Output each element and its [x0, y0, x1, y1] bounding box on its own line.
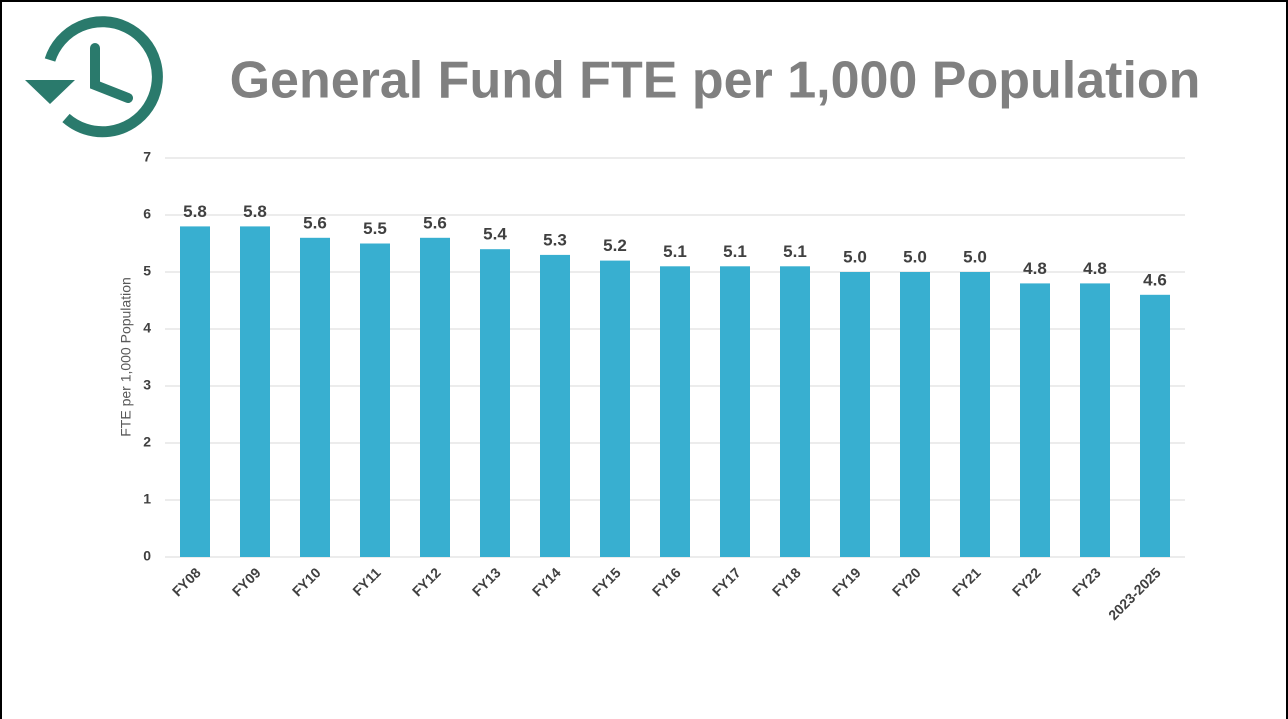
x-tick-label: FY23: [1069, 564, 1104, 599]
bar: [420, 237, 450, 558]
value-label: 5.3: [543, 230, 567, 249]
x-tick-label: FY22: [1009, 564, 1044, 599]
value-label: 5.8: [183, 202, 207, 221]
bar: [180, 226, 210, 557]
x-tick-label: FY21: [949, 564, 984, 599]
value-label: 4.6: [1143, 270, 1167, 289]
x-tick-label: FY20: [889, 564, 924, 599]
bar: [1140, 294, 1170, 557]
bar: [960, 272, 990, 557]
value-label: 5.4: [483, 225, 507, 244]
y-tick-label: 6: [143, 206, 151, 222]
x-tick-label: FY13: [469, 564, 504, 599]
value-label: 4.8: [1023, 259, 1047, 278]
x-tick-label: FY10: [289, 564, 324, 599]
x-tick-label: FY11: [349, 564, 384, 599]
value-label: 5.1: [663, 242, 687, 261]
value-label: 5.8: [243, 202, 267, 221]
value-label: 5.5: [363, 219, 387, 238]
value-label: 5.6: [303, 213, 327, 232]
bar: [660, 266, 690, 557]
x-tick-label: FY18: [769, 564, 804, 599]
y-tick-label: 0: [143, 548, 151, 564]
bar: [540, 254, 570, 557]
y-axis-label: FTE per 1,000 Population: [118, 277, 134, 437]
clock-icon: [25, 16, 163, 138]
y-tick-label: 7: [143, 149, 151, 165]
chart-title: General Fund FTE per 1,000 Population: [230, 52, 1201, 110]
x-tick-label: FY14: [529, 564, 564, 599]
value-label: 5.0: [903, 247, 927, 266]
value-label: 5.0: [843, 247, 867, 266]
x-tick-label: FY08: [169, 564, 204, 599]
bar: [300, 237, 330, 558]
value-label: 5.1: [723, 242, 747, 261]
value-label: 5.1: [783, 242, 807, 261]
x-tick-label: FY15: [589, 564, 624, 599]
value-label: 4.8: [1083, 259, 1107, 278]
bar: [1020, 283, 1050, 557]
x-tick-label: FY19: [829, 564, 864, 599]
bar: [360, 243, 390, 557]
bar: [780, 266, 810, 557]
y-tick-label: 3: [143, 377, 151, 393]
bar: [720, 266, 750, 557]
x-tick-label: FY09: [229, 564, 264, 599]
bar: [900, 272, 930, 557]
value-label: 5.2: [603, 236, 627, 255]
y-tick-label: 1: [143, 491, 151, 507]
x-tick-label: 2023-2025: [1105, 564, 1164, 623]
y-tick-label: 4: [143, 320, 151, 336]
bar: [480, 249, 510, 557]
bar: [600, 260, 630, 557]
bar: [240, 226, 270, 557]
bar: [1080, 283, 1110, 557]
x-tick-label: FY16: [649, 564, 684, 599]
value-label: 5.0: [963, 247, 987, 266]
x-tick-label: FY17: [709, 564, 744, 599]
x-tick-label: FY12: [409, 564, 444, 599]
y-tick-label: 5: [143, 263, 151, 279]
value-label: 5.6: [423, 213, 447, 232]
y-tick-label: 2: [143, 434, 151, 450]
bar: [840, 272, 870, 557]
